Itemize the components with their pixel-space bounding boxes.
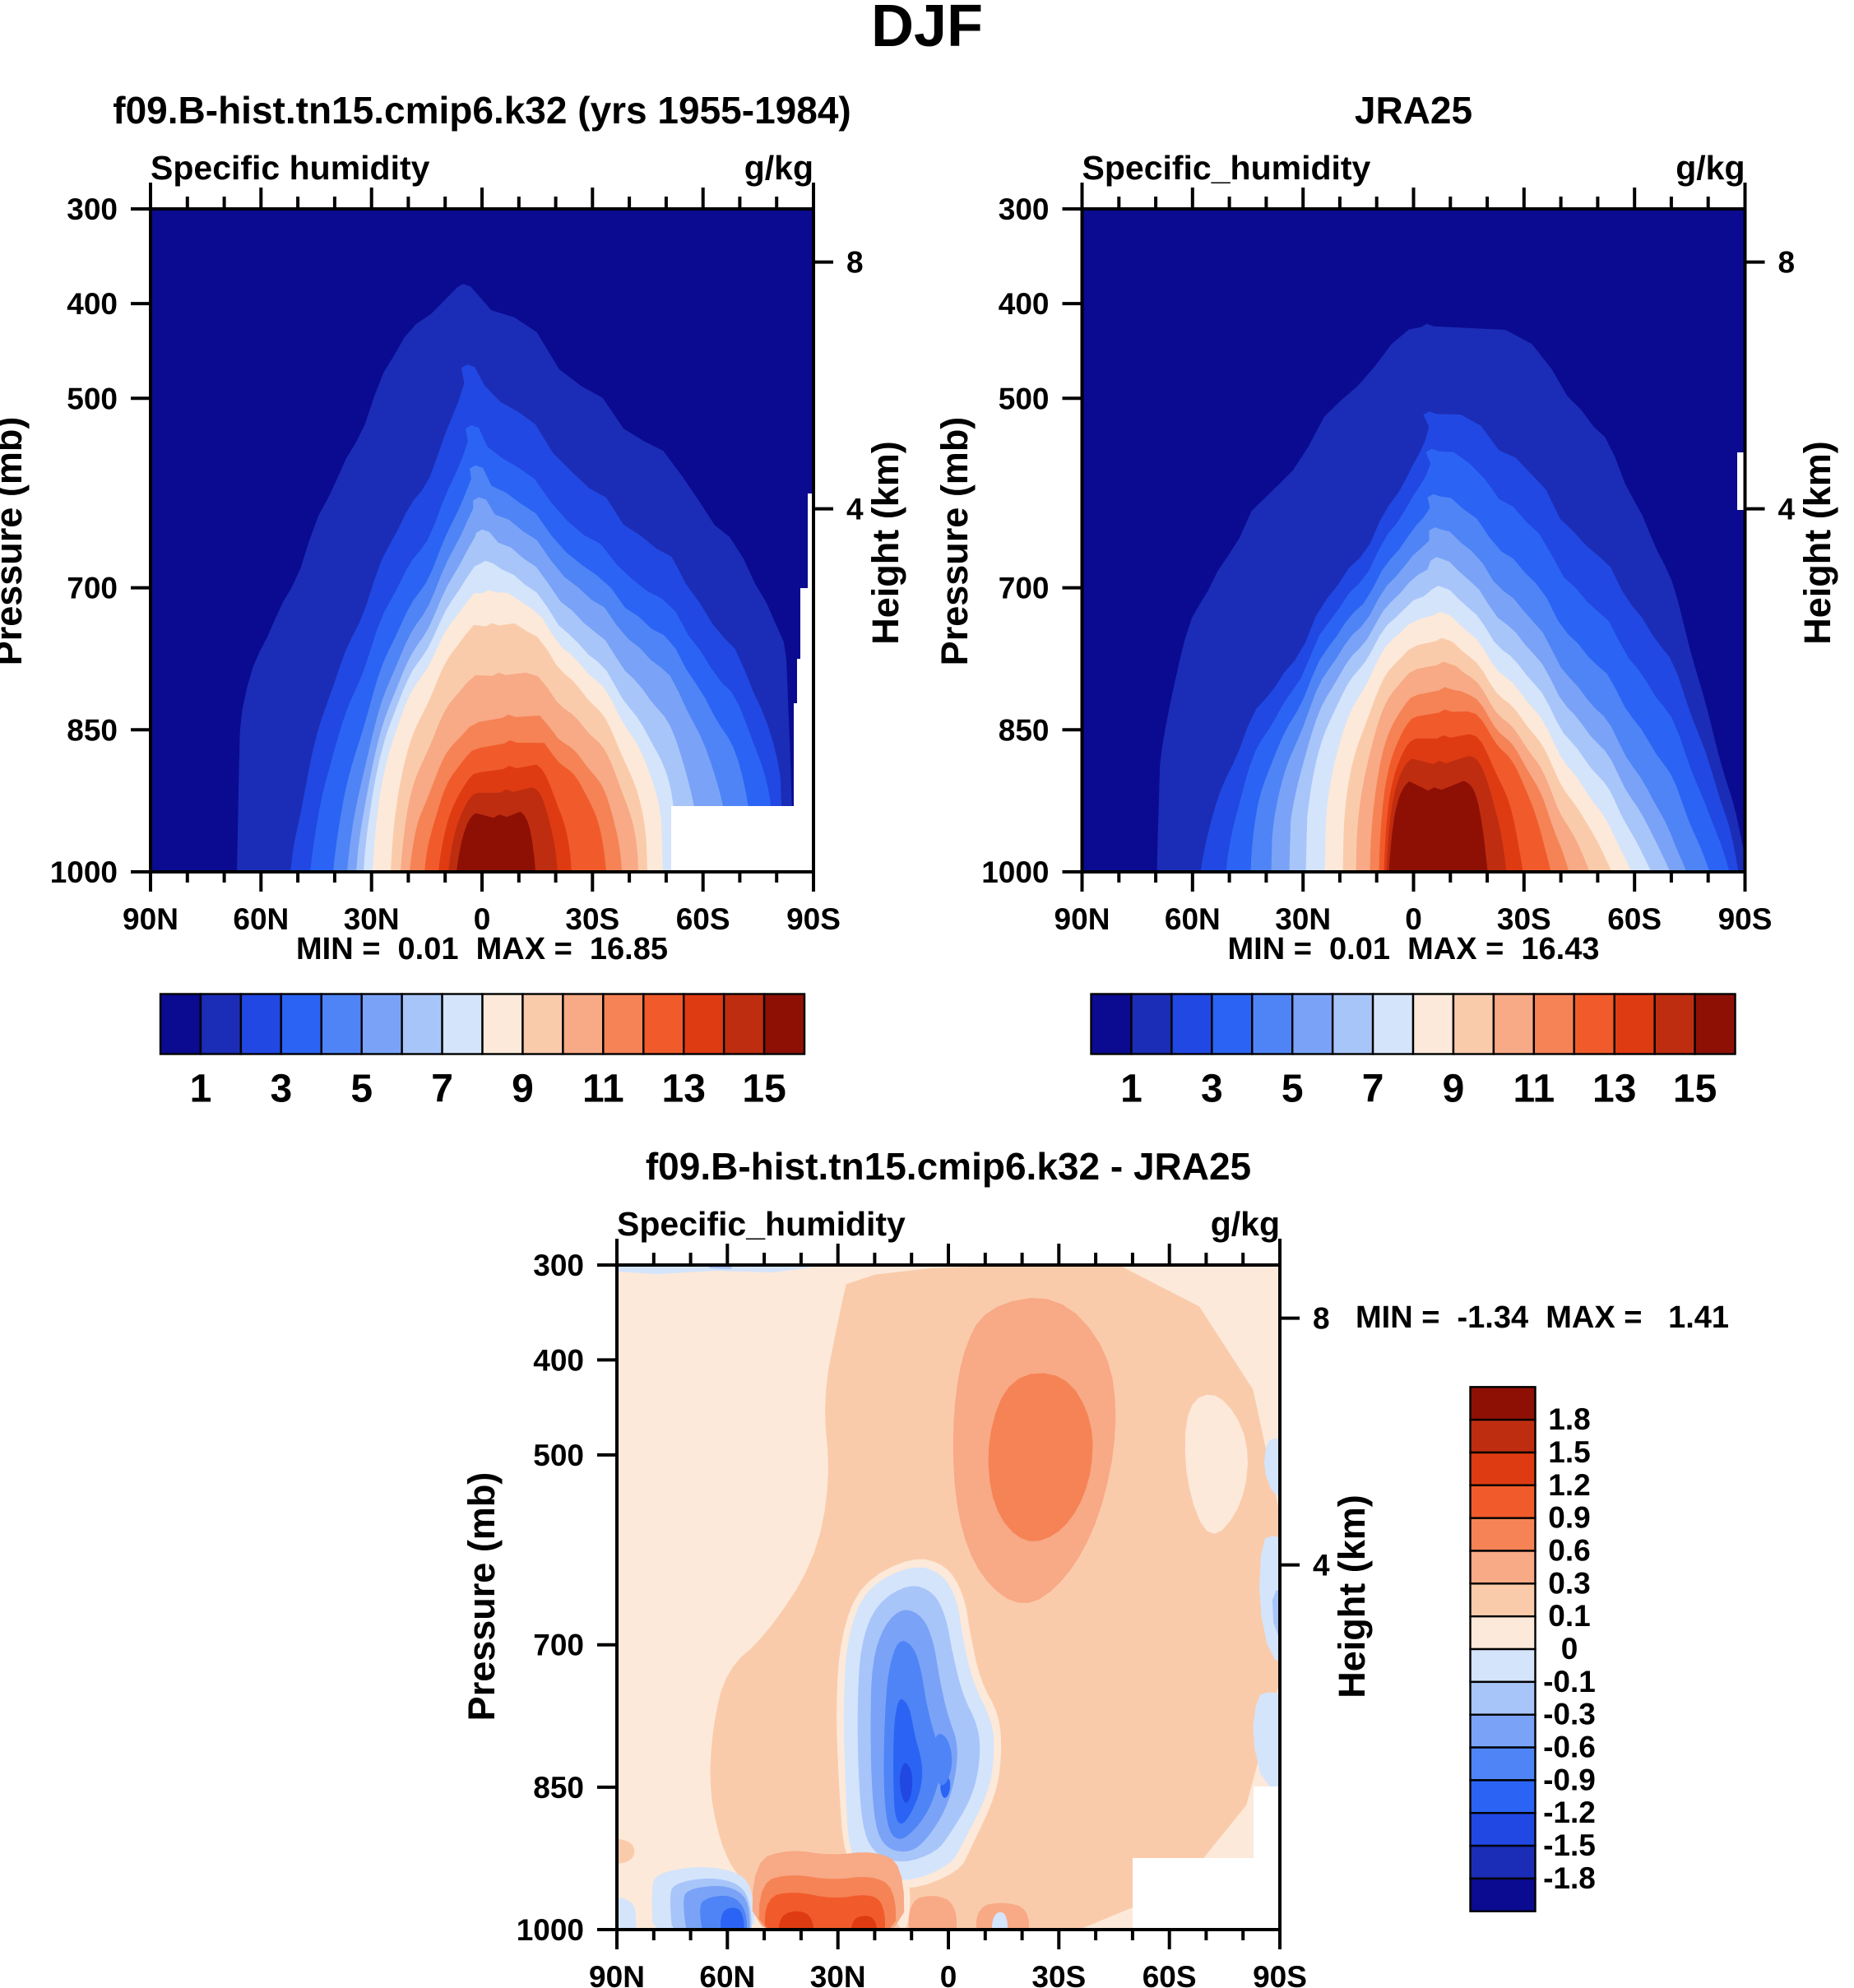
svg-text:0: 0 (1405, 902, 1422, 936)
svg-text:-1.5: -1.5 (1543, 1828, 1596, 1862)
svg-text:f09.B-hist.tn15.cmip6.k32 - JR: f09.B-hist.tn15.cmip6.k32 - JRA25 (646, 1145, 1251, 1188)
svg-text:500: 500 (999, 382, 1050, 415)
svg-text:30N: 30N (810, 1960, 866, 1988)
svg-text:30N: 30N (1275, 902, 1331, 936)
svg-text:4: 4 (846, 493, 864, 526)
svg-text:Height (km): Height (km) (1331, 1494, 1373, 1698)
svg-text:-0.6: -0.6 (1543, 1731, 1596, 1764)
svg-text:1: 1 (1120, 1068, 1143, 1111)
svg-text:MIN = 0.01 MAX = 16.43: MIN = 0.01 MAX = 16.43 (1228, 932, 1600, 966)
svg-text:850: 850 (67, 713, 118, 747)
svg-text:1.8: 1.8 (1548, 1402, 1590, 1436)
svg-text:0.1: 0.1 (1548, 1599, 1590, 1633)
svg-text:MIN = 0.01 MAX = 16.85: MIN = 0.01 MAX = 16.85 (296, 932, 668, 966)
svg-text:60N: 60N (699, 1960, 755, 1988)
svg-text:f09.B-hist.tn15.cmip6.k32 (yrs: f09.B-hist.tn15.cmip6.k32 (yrs 1955-1984… (113, 89, 851, 132)
svg-text:7: 7 (1362, 1068, 1384, 1111)
svg-text:30N: 30N (344, 902, 400, 936)
svg-text:Specific humidity: Specific humidity (151, 149, 430, 187)
svg-text:11: 11 (582, 1068, 624, 1111)
svg-text:9: 9 (512, 1068, 534, 1111)
svg-text:400: 400 (533, 1343, 584, 1377)
svg-text:-0.1: -0.1 (1543, 1665, 1596, 1698)
svg-text:60S: 60S (676, 902, 730, 936)
svg-text:9: 9 (1443, 1068, 1465, 1111)
svg-text:300: 300 (999, 192, 1050, 226)
svg-text:JRA25: JRA25 (1355, 89, 1472, 132)
svg-text:0.3: 0.3 (1548, 1566, 1590, 1600)
svg-text:-1.8: -1.8 (1543, 1861, 1596, 1895)
svg-text:-0.3: -0.3 (1543, 1698, 1596, 1731)
svg-text:90S: 90S (1253, 1960, 1307, 1988)
svg-text:30S: 30S (1031, 1960, 1086, 1988)
svg-text:1: 1 (190, 1068, 212, 1111)
svg-text:1.5: 1.5 (1548, 1435, 1590, 1469)
svg-text:500: 500 (533, 1439, 584, 1472)
svg-text:7: 7 (431, 1068, 453, 1111)
svg-text:1000: 1000 (50, 855, 118, 889)
svg-text:4: 4 (1778, 493, 1796, 526)
svg-text:-1.2: -1.2 (1543, 1796, 1596, 1829)
svg-text:60N: 60N (233, 902, 289, 936)
svg-text:3: 3 (270, 1068, 292, 1111)
svg-text:30S: 30S (1497, 902, 1551, 936)
svg-text:30S: 30S (565, 902, 619, 936)
svg-text:Specific_humidity: Specific_humidity (1082, 149, 1371, 187)
svg-text:300: 300 (533, 1249, 584, 1282)
svg-text:11: 11 (1513, 1068, 1555, 1111)
svg-text:1000: 1000 (517, 1913, 584, 1947)
svg-text:-0.9: -0.9 (1543, 1763, 1596, 1796)
svg-text:g/kg: g/kg (1211, 1205, 1280, 1243)
svg-text:90N: 90N (123, 902, 178, 936)
svg-text:0: 0 (940, 1960, 957, 1988)
svg-text:0: 0 (474, 902, 491, 936)
svg-text:15: 15 (742, 1068, 786, 1111)
svg-text:13: 13 (662, 1068, 706, 1111)
svg-text:8: 8 (1313, 1302, 1330, 1336)
svg-text:90S: 90S (1718, 902, 1773, 936)
svg-text:90S: 90S (786, 902, 841, 936)
svg-text:90N: 90N (1054, 902, 1110, 936)
svg-text:Height (km): Height (km) (1796, 441, 1838, 645)
svg-text:700: 700 (999, 572, 1050, 605)
svg-text:Specific_humidity: Specific_humidity (617, 1205, 906, 1243)
svg-text:g/kg: g/kg (1676, 149, 1745, 187)
svg-text:Pressure (mb): Pressure (mb) (0, 417, 30, 666)
svg-text:Pressure (mb): Pressure (mb) (461, 1472, 503, 1722)
svg-text:500: 500 (67, 382, 118, 415)
svg-text:5: 5 (350, 1068, 373, 1111)
svg-text:1000: 1000 (981, 855, 1049, 889)
svg-text:300: 300 (67, 192, 118, 226)
svg-text:g/kg: g/kg (744, 149, 813, 187)
svg-text:8: 8 (846, 246, 864, 280)
svg-text:850: 850 (533, 1771, 584, 1805)
svg-text:3: 3 (1201, 1068, 1223, 1111)
svg-text:850: 850 (999, 713, 1050, 747)
svg-text:Height (km): Height (km) (864, 441, 906, 645)
svg-text:13: 13 (1592, 1068, 1636, 1111)
svg-text:MIN = -1.34 MAX = 1.41: MIN = -1.34 MAX = 1.41 (1356, 1300, 1729, 1335)
svg-text:4: 4 (1313, 1549, 1330, 1583)
svg-text:8: 8 (1778, 246, 1796, 280)
svg-text:400: 400 (67, 287, 118, 321)
svg-text:DJF: DJF (871, 0, 983, 59)
svg-text:1.2: 1.2 (1548, 1468, 1590, 1502)
svg-text:90N: 90N (589, 1960, 645, 1988)
svg-text:Pressure (mb): Pressure (mb) (934, 417, 976, 666)
svg-text:60N: 60N (1165, 902, 1221, 936)
svg-text:0.6: 0.6 (1548, 1534, 1590, 1568)
svg-text:5: 5 (1282, 1068, 1304, 1111)
svg-text:700: 700 (533, 1629, 584, 1662)
svg-text:0.9: 0.9 (1548, 1501, 1590, 1535)
svg-text:700: 700 (67, 572, 118, 605)
svg-text:0: 0 (1561, 1632, 1578, 1666)
svg-text:60S: 60S (1143, 1960, 1197, 1988)
svg-text:15: 15 (1673, 1068, 1717, 1111)
svg-text:60S: 60S (1607, 902, 1662, 936)
svg-text:400: 400 (999, 287, 1050, 321)
